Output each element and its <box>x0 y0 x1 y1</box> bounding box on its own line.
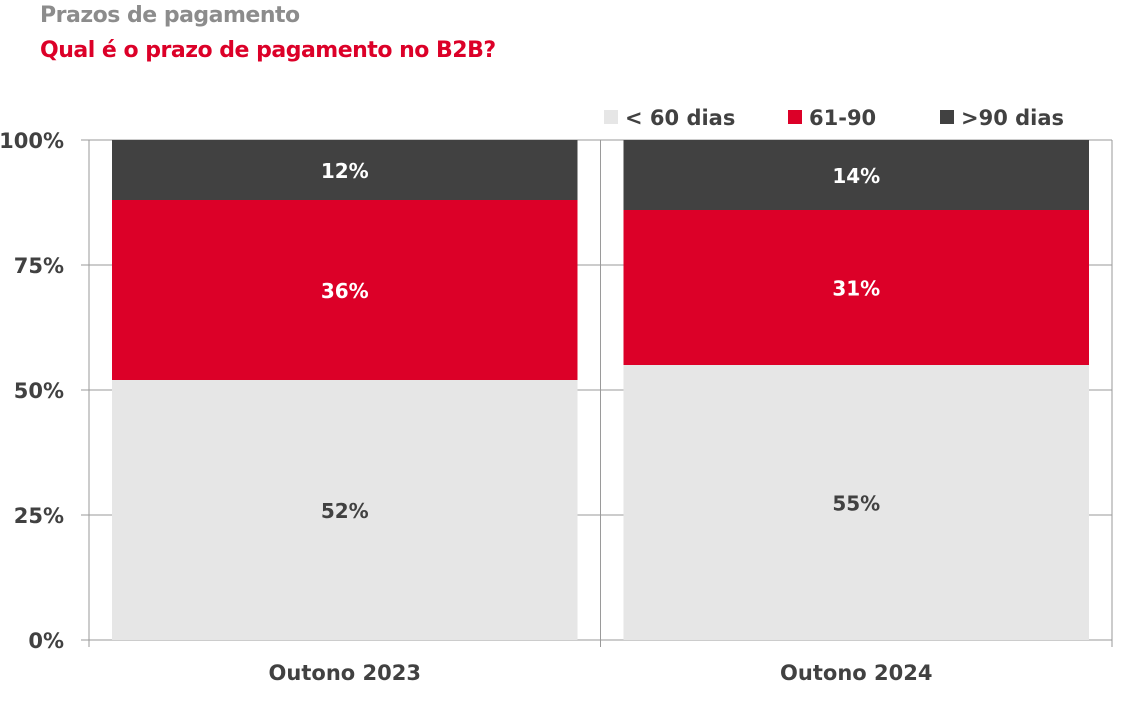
bar-segment <box>112 140 578 200</box>
y-tick-label: 25% <box>14 504 64 528</box>
data-label: 12% <box>321 159 369 183</box>
legend-swatch <box>940 110 954 124</box>
bar-segment <box>112 380 578 640</box>
bar-segment <box>112 200 578 380</box>
legend-swatch <box>604 110 618 124</box>
data-label: 36% <box>321 279 369 303</box>
y-tick-label: 50% <box>14 379 64 403</box>
x-tick-label: Outono 2024 <box>780 661 932 685</box>
bar-segment <box>623 365 1089 640</box>
data-label: 31% <box>832 277 880 301</box>
y-tick-label: 75% <box>14 254 64 278</box>
legend-label: < 60 dias <box>625 106 735 130</box>
chart-subtitle: Qual é o prazo de pagamento no B2B? <box>40 38 496 63</box>
legend-swatch <box>788 110 802 124</box>
bar-segment <box>623 210 1089 365</box>
y-tick-label: 0% <box>28 629 64 653</box>
x-tick-label: Outono 2023 <box>269 661 421 685</box>
bar-segment <box>623 140 1089 210</box>
data-label: 55% <box>832 492 880 516</box>
data-label: 52% <box>321 499 369 523</box>
legend-label: >90 dias <box>961 106 1064 130</box>
data-label: 14% <box>832 164 880 188</box>
legend-label: 61-90 <box>809 106 876 130</box>
chart-title: Prazos de pagamento <box>40 3 300 28</box>
y-tick-label: 100% <box>0 129 64 153</box>
